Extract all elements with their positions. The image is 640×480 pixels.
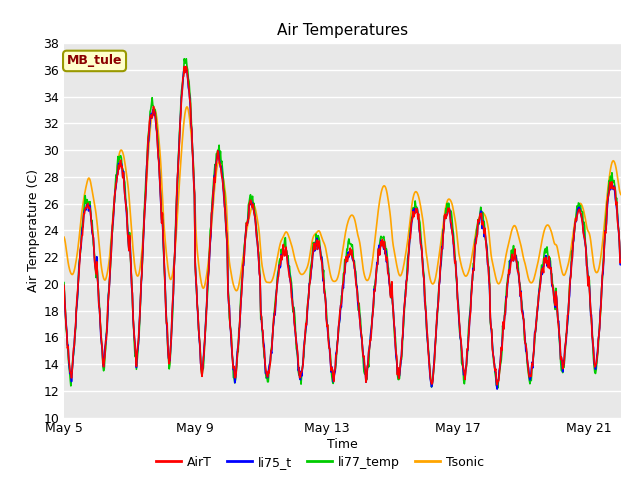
Title: Air Temperatures: Air Temperatures (277, 23, 408, 38)
AirT (349, 256, 357, 262)
li75_t (173, 197, 180, 203)
li75_t (493, 386, 501, 392)
Line: li75_t: li75_t (64, 67, 621, 389)
Tsonic (173, 224, 180, 230)
li77_temp (349, 250, 357, 255)
AirT (182, 63, 190, 69)
Tsonic (617, 192, 625, 197)
Line: AirT: AirT (64, 66, 621, 385)
Line: Tsonic: Tsonic (64, 107, 621, 291)
li75_t (135, 324, 143, 330)
li75_t (617, 262, 625, 268)
AirT (396, 364, 404, 370)
AirT (124, 231, 131, 237)
AirT (173, 191, 180, 196)
li75_t (396, 367, 404, 372)
li77_temp (135, 330, 143, 336)
Tsonic (135, 270, 143, 276)
li77_temp (617, 261, 625, 267)
AirT (493, 382, 501, 388)
Tsonic (124, 179, 131, 185)
li77_temp (124, 223, 131, 228)
AirT (60, 283, 68, 288)
li77_temp (180, 56, 188, 61)
AirT (486, 314, 494, 320)
AirT (135, 323, 143, 329)
li75_t (181, 64, 189, 70)
li77_temp (486, 319, 494, 325)
li75_t (349, 257, 357, 263)
li75_t (124, 227, 131, 233)
X-axis label: Time: Time (327, 438, 358, 451)
li75_t (60, 283, 68, 289)
Tsonic (183, 104, 191, 110)
Tsonic (350, 214, 358, 220)
AirT (617, 258, 625, 264)
Text: MB_tule: MB_tule (67, 54, 122, 67)
Line: li77_temp: li77_temp (64, 59, 621, 388)
li77_temp (494, 385, 502, 391)
li77_temp (396, 366, 404, 372)
Legend: AirT, li75_t, li77_temp, Tsonic: AirT, li75_t, li77_temp, Tsonic (150, 451, 490, 474)
li77_temp (60, 280, 68, 286)
Tsonic (60, 234, 68, 240)
Y-axis label: Air Temperature (C): Air Temperature (C) (28, 169, 40, 292)
Tsonic (232, 288, 240, 294)
Tsonic (397, 273, 404, 278)
li77_temp (173, 193, 180, 199)
li75_t (486, 314, 494, 320)
Tsonic (487, 251, 495, 257)
